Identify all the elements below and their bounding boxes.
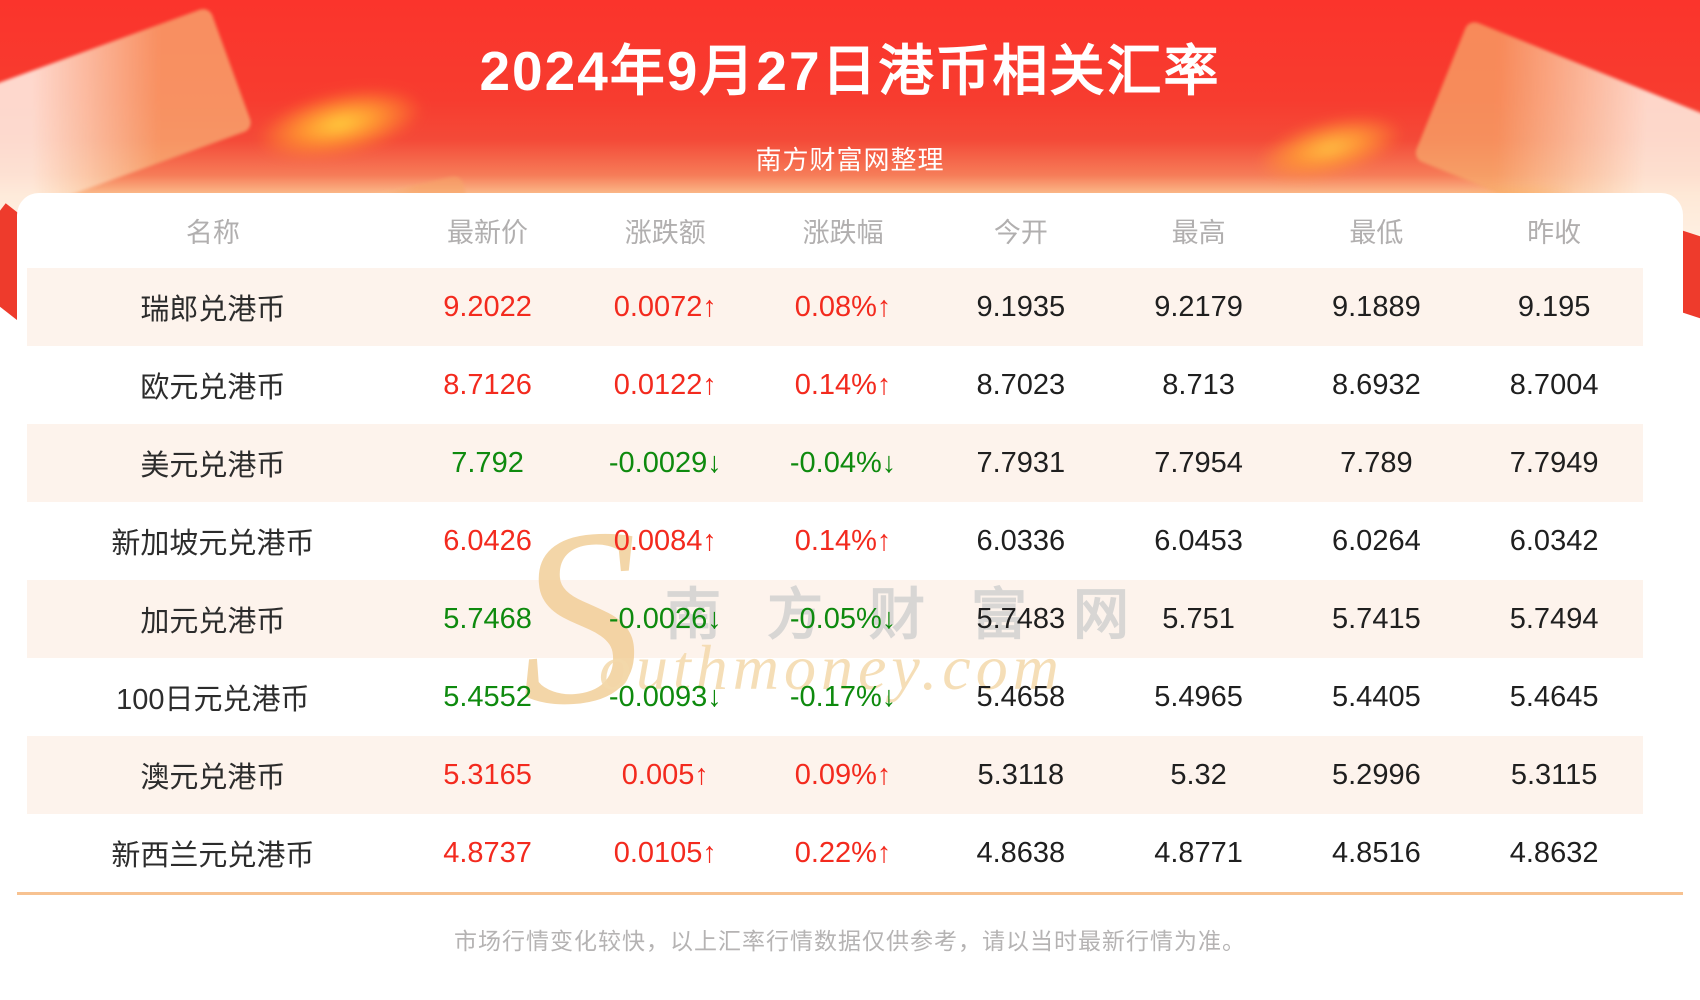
cell-latest: 6.0426 — [443, 524, 532, 557]
cell-change-pct: -0.04%↓ — [789, 446, 897, 479]
cell-prev-close: 8.7004 — [1509, 368, 1599, 401]
page-header: 2024年9月27日港币相关汇率 南方财富网整理 — [0, 0, 1700, 177]
cell-open: 5.3118 — [977, 758, 1065, 791]
cell-low: 6.0264 — [1332, 524, 1421, 557]
cell-change: -0.0026↓ — [608, 602, 722, 635]
cell-change: 0.0105↑ — [613, 836, 717, 869]
cell-high: 5.751 — [1162, 602, 1235, 635]
cell-high: 7.7954 — [1154, 446, 1243, 479]
cell-low: 9.1889 — [1332, 290, 1421, 323]
column-header-latest: 最新价 — [447, 218, 529, 248]
cell-latest: 9.2022 — [443, 290, 532, 323]
cell-change: 0.0122↑ — [613, 368, 717, 401]
cell-open: 9.1935 — [976, 290, 1066, 323]
cell-change-pct: 0.14%↑ — [794, 524, 892, 557]
column-header-prev-close: 昨收 — [1527, 218, 1582, 248]
cell-low: 5.4405 — [1332, 680, 1421, 713]
cell-open: 8.7023 — [976, 368, 1066, 401]
exchange-table-body: 瑞郎兑港币 9.2022 0.0072↑ 0.08%↑ 9.1935 9.2179 9.18… — [27, 268, 1643, 892]
cell-change-pct: 0.22%↑ — [794, 836, 892, 869]
exchange-rate-table: 名称 最新价 涨跌额 涨跌幅 今开 最高 最低 昨收 瑞郎兑港币 9.2022 0.… — [17, 193, 1683, 892]
cell-name: 新西兰元兑港币 — [111, 840, 315, 872]
cell-high: 6.0453 — [1154, 524, 1243, 557]
cell-latest: 8.7126 — [443, 368, 532, 401]
cell-high: 8.713 — [1162, 368, 1235, 401]
cell-open: 7.7931 — [976, 446, 1066, 479]
page-subtitle: 南方财富网整理 — [755, 145, 945, 175]
column-header-high: 最高 — [1171, 218, 1226, 248]
cell-prev-close: 6.0342 — [1509, 524, 1599, 557]
cell-latest: 5.4552 — [443, 680, 532, 713]
cell-low: 8.6932 — [1332, 368, 1421, 401]
column-header-change-pct: 涨跌幅 — [802, 218, 884, 248]
cell-change: 0.0072↑ — [613, 290, 717, 323]
cell-name: 100日元兑港币 — [116, 684, 310, 716]
cell-low: 5.2996 — [1332, 758, 1421, 791]
cell-high: 9.2179 — [1154, 290, 1243, 323]
rates-panel: 名称 最新价 涨跌额 涨跌幅 今开 最高 最低 昨收 瑞郎兑港币 9.2022 0.… — [17, 193, 1683, 1000]
cell-low: 5.7415 — [1332, 602, 1421, 635]
cell-prev-close: 9.195 — [1517, 290, 1591, 323]
table-row: 新西兰元兑港币 4.8737 0.0105↑ 0.22%↑ 4.8638 4.8771 4.… — [27, 814, 1643, 892]
table-row: 澳元兑港币 5.3165 0.005↑ 0.09%↑ 5.3118 5.32 5.2996 5… — [27, 736, 1643, 814]
cell-low: 4.8516 — [1332, 836, 1421, 869]
cell-open: 4.8638 — [976, 836, 1066, 869]
cell-change: 0.0084↑ — [613, 524, 717, 557]
column-header-change: 涨跌额 — [624, 218, 706, 248]
cell-latest: 5.3165 — [443, 758, 532, 791]
cell-change-pct: 0.09%↑ — [794, 758, 892, 791]
cell-name: 瑞郎兑港币 — [140, 294, 286, 326]
table-row: 加元兑港币 5.7468 -0.0026↓ -0.05%↓ 5.7483 5.751 5.7… — [27, 580, 1643, 658]
table-row: 瑞郎兑港币 9.2022 0.0072↑ 0.08%↑ 9.1935 9.2179 9.18… — [27, 268, 1643, 346]
cell-prev-close: 4.8632 — [1509, 836, 1599, 869]
cell-latest: 5.7468 — [443, 602, 532, 635]
column-header-low: 最低 — [1349, 218, 1404, 248]
cell-open: 6.0336 — [976, 524, 1066, 557]
cell-open: 5.4658 — [976, 680, 1066, 713]
cell-change-pct: -0.17%↓ — [789, 680, 897, 713]
cell-prev-close: 5.3115 — [1510, 758, 1598, 791]
cell-name: 澳元兑港币 — [140, 762, 286, 794]
footer-divider — [17, 892, 1683, 895]
page-title: 2024年9月27日港币相关汇率 — [479, 40, 1221, 102]
cell-high: 5.32 — [1170, 758, 1227, 791]
cell-change: -0.0029↓ — [608, 446, 722, 479]
cell-high: 4.8771 — [1154, 836, 1243, 869]
table-row: 美元兑港币 7.792 -0.0029↓ -0.04%↓ 7.7931 7.7954 7.7… — [27, 424, 1643, 502]
cell-change-pct: 0.08%↑ — [794, 290, 892, 323]
table-header-row: 名称 最新价 涨跌额 涨跌幅 今开 最高 最低 昨收 — [27, 193, 1643, 268]
cell-prev-close: 5.7494 — [1509, 602, 1599, 635]
cell-change: 0.005↑ — [621, 758, 709, 791]
cell-low: 7.789 — [1340, 446, 1413, 479]
cell-prev-close: 7.7949 — [1509, 446, 1599, 479]
column-header-open: 今开 — [993, 218, 1048, 248]
table-row: 100日元兑港币 5.4552 -0.0093↓ -0.17%↓ 5.4658 5.496… — [27, 658, 1643, 736]
column-header-name: 名称 — [185, 218, 240, 248]
cell-name: 欧元兑港币 — [140, 372, 286, 404]
cell-change-pct: -0.05%↓ — [789, 602, 897, 635]
cell-prev-close: 5.4645 — [1509, 680, 1599, 713]
cell-change: -0.0093↓ — [608, 680, 722, 713]
cell-name: 加元兑港币 — [140, 606, 286, 638]
cell-name: 美元兑港币 — [140, 450, 286, 482]
cell-latest: 7.792 — [451, 446, 524, 479]
table-row: 欧元兑港币 8.7126 0.0122↑ 0.14%↑ 8.7023 8.713 8.693… — [27, 346, 1643, 424]
cell-open: 5.7483 — [976, 602, 1066, 635]
table-row: 新加坡元兑港币 6.0426 0.0084↑ 0.14%↑ 6.0336 6.0453 6.… — [27, 502, 1643, 580]
cell-high: 5.4965 — [1154, 680, 1243, 713]
footer-disclaimer: 市场行情变化较快，以上汇率行情数据仅供参考，请以当时最新行情为准。 — [454, 928, 1246, 954]
cell-change-pct: 0.14%↑ — [794, 368, 892, 401]
cell-name: 新加坡元兑港币 — [111, 528, 315, 560]
cell-latest: 4.8737 — [443, 836, 532, 869]
